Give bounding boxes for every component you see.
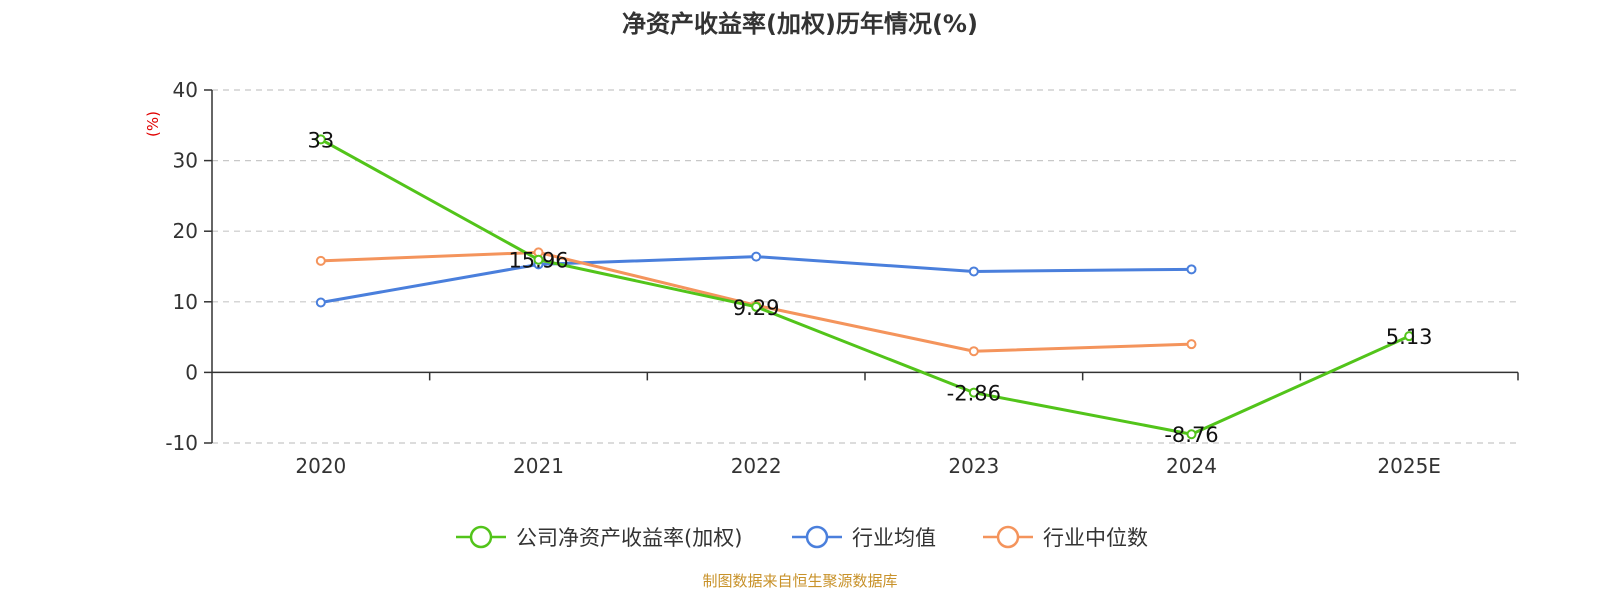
series-point-1 <box>968 266 979 277</box>
series-point-0 <box>1404 331 1415 342</box>
y-tick-label: 10 <box>173 290 198 314</box>
y-tick-label: 0 <box>185 360 198 384</box>
data-label: 9.29 <box>733 296 780 320</box>
legend-item-0[interactable]: 公司净资产收益率(加权) <box>456 525 742 550</box>
series-point-0 <box>751 301 762 312</box>
grid-lines <box>212 89 1518 444</box>
series-point-1 <box>751 251 762 262</box>
series-point-2 <box>968 346 979 357</box>
y-tick-label: 30 <box>173 149 198 173</box>
series-line-0 <box>320 138 1410 436</box>
x-tick-label: 2023 <box>948 454 999 478</box>
series-point-2 <box>315 255 326 266</box>
chart-title: 净资产收益率(加权)历年情况(%) <box>622 10 978 38</box>
x-tick-label: 2021 <box>513 454 564 478</box>
data-label: 33 <box>307 128 334 152</box>
legend-item-1[interactable]: 行业均值 <box>792 525 936 550</box>
y-tick-label: 40 <box>173 78 198 102</box>
data-label: 15.96 <box>508 249 568 273</box>
legend-marker-icon <box>996 525 1020 549</box>
data-labels: 33 15.96 9.29 -2.86 -8.76 5.13 <box>307 128 1432 447</box>
y-tick-label: 20 <box>173 219 198 243</box>
y-axis-unit: (%) <box>144 111 162 137</box>
legend[interactable]: 公司净资产收益率(加权) 行业均值 行业中位数 <box>456 525 1148 550</box>
y-tick-label: -10 <box>165 431 198 455</box>
series-point-0 <box>968 387 979 398</box>
legend-marker-icon <box>805 525 829 549</box>
data-label: -8.76 <box>1164 423 1218 447</box>
series-layer <box>315 134 1415 440</box>
legend-label: 行业中位数 <box>1043 526 1148 550</box>
series-point-0 <box>315 134 326 145</box>
x-tick-label: 2024 <box>1166 454 1217 478</box>
x-tick-labels: 2020 2021 2022 2023 2024 2025E <box>295 454 1441 478</box>
source-note: 制图数据来自恒生聚源数据库 <box>702 572 897 590</box>
legend-marker-icon <box>469 525 493 549</box>
legend-label: 公司净资产收益率(加权) <box>516 526 742 550</box>
series-point-1 <box>315 297 326 308</box>
legend-label: 行业均值 <box>852 526 936 550</box>
legend-item-2[interactable]: 行业中位数 <box>983 525 1148 550</box>
data-label: -2.86 <box>947 382 1001 406</box>
series-point-0 <box>1186 429 1197 440</box>
axes <box>204 89 1519 444</box>
x-tick-label: 2020 <box>295 454 346 478</box>
series-point-1 <box>1186 264 1197 275</box>
x-tick-label: 2022 <box>731 454 782 478</box>
series-point-0 <box>533 254 544 265</box>
series-point-2 <box>1186 339 1197 350</box>
y-tick-labels: -10 0 10 20 30 40 <box>165 78 198 455</box>
data-label: 5.13 <box>1386 325 1433 349</box>
x-tick-label: 2025E <box>1377 454 1441 478</box>
